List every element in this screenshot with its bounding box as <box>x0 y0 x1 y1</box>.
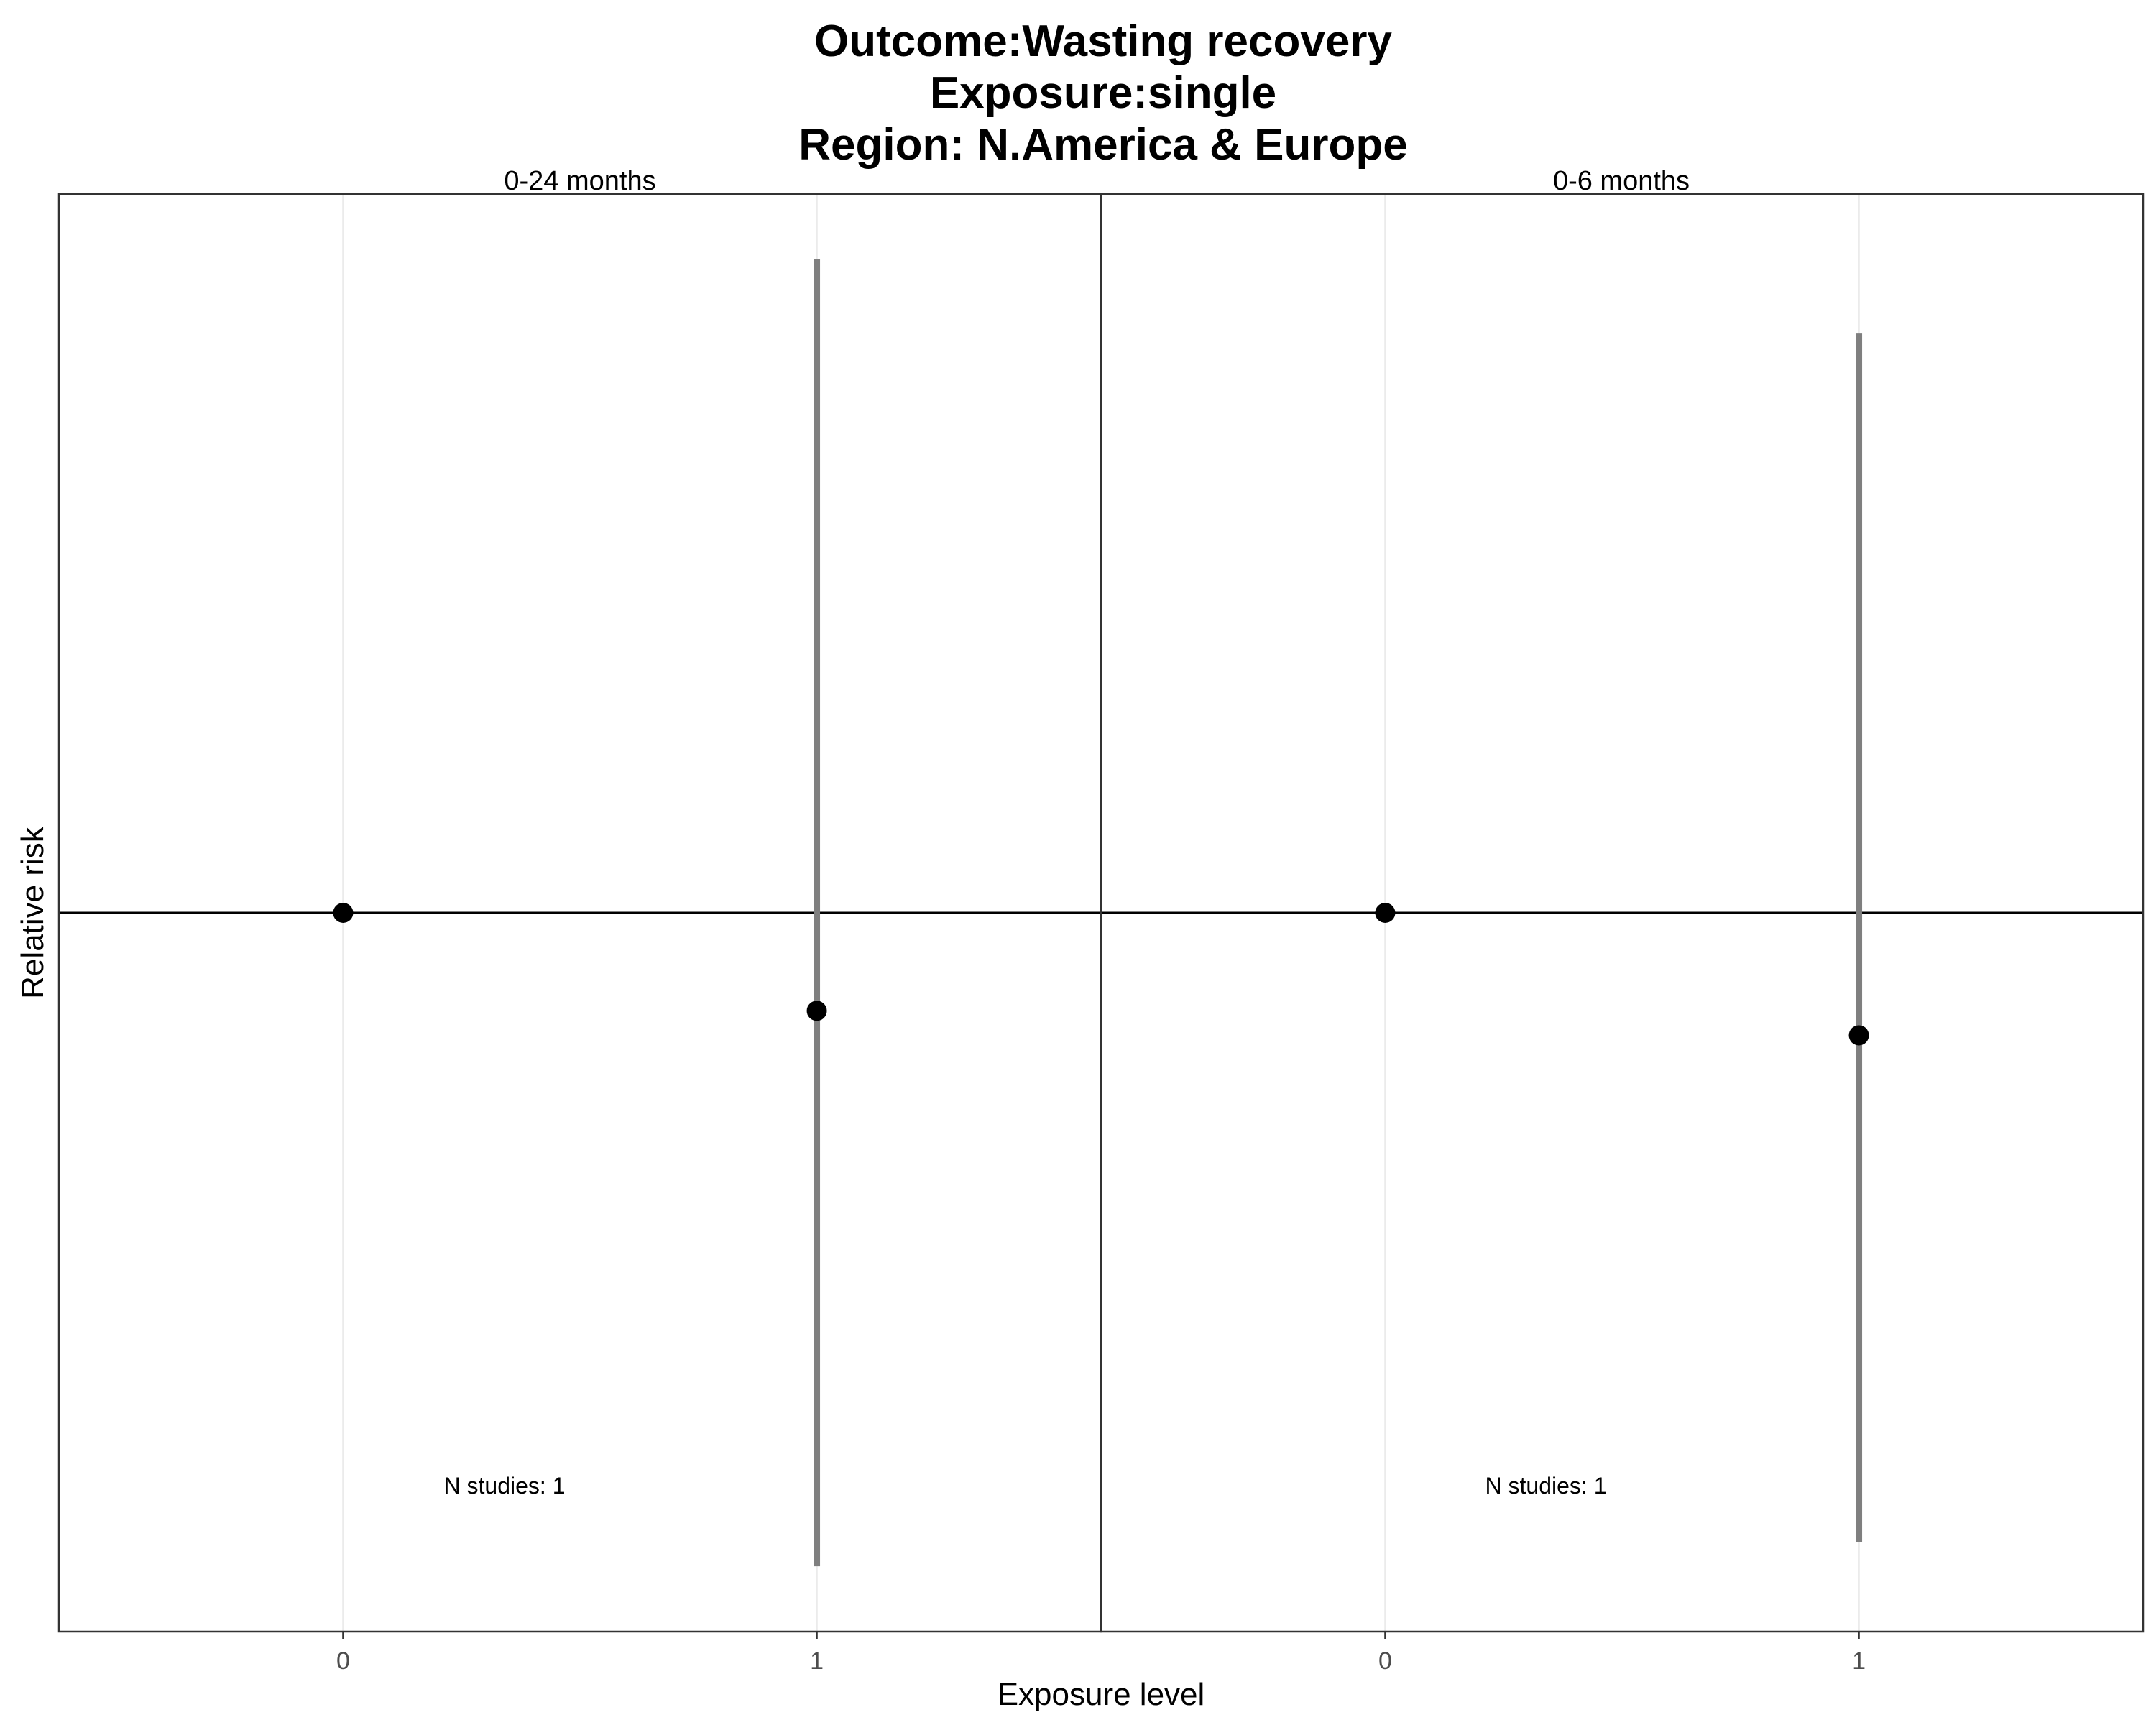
tick-label-x-1: 1 <box>1852 1647 1866 1675</box>
panel-strip-label: 0-6 months <box>1553 166 1690 196</box>
point-x-1 <box>1848 1025 1869 1046</box>
point-x-0 <box>1375 903 1396 923</box>
y-axis-title: Relative risk <box>15 826 50 999</box>
tick-label-x-0: 0 <box>336 1647 350 1675</box>
chart-title-line-1: Outcome:Wasting recovery <box>814 17 1392 66</box>
chart-title-line-2: Exposure:single <box>930 68 1276 118</box>
tick-label-x-0: 0 <box>1378 1647 1392 1675</box>
panel-border <box>1100 193 2145 1633</box>
point-x-0 <box>333 903 354 923</box>
data-marks <box>333 259 827 1567</box>
data-marks <box>1375 333 1869 1542</box>
panel-strip-label: 0-24 months <box>504 166 655 196</box>
n-studies-annotation: N studies: 1 <box>1485 1473 1607 1499</box>
x-axis-title: Exposure level <box>998 1677 1205 1712</box>
n-studies-annotation: N studies: 1 <box>444 1473 566 1499</box>
chart-title-line-3: Region: N.America & Europe <box>798 120 1407 170</box>
point-x-1 <box>806 1000 827 1021</box>
tick-label-x-1: 1 <box>810 1647 824 1675</box>
